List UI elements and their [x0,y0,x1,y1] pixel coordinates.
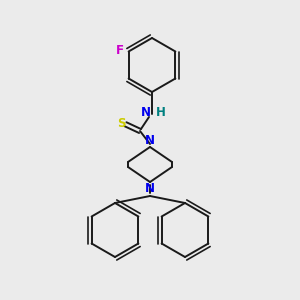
Text: N: N [141,106,151,119]
Text: F: F [116,44,124,57]
Text: S: S [117,117,126,130]
Text: H: H [156,106,166,119]
Text: N: N [145,134,155,148]
Text: N: N [145,182,155,194]
